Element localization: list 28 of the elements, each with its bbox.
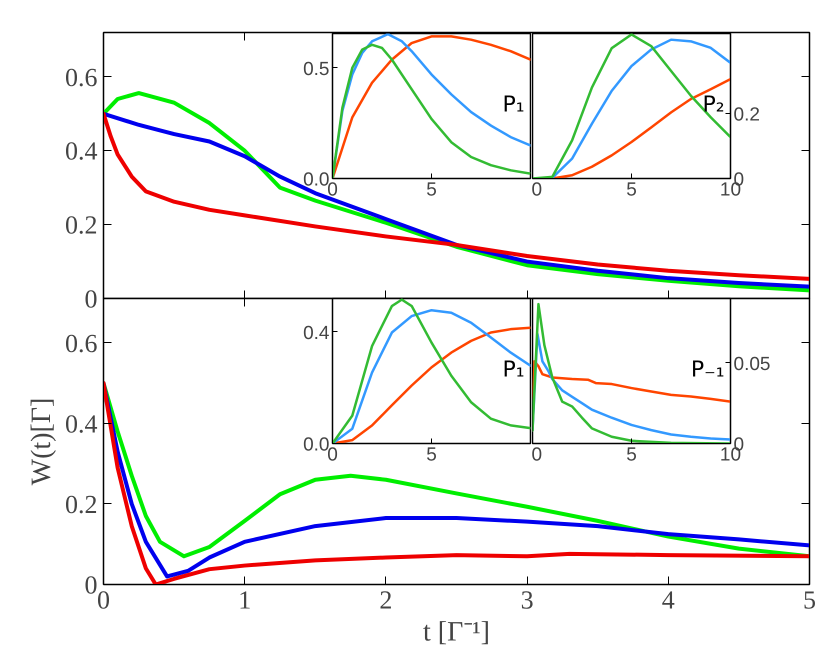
y-tick-label: 0.4 [303, 322, 330, 344]
y-axis-title: W(t)[Γ] [26, 398, 57, 486]
x-tick-label: 5 [426, 180, 437, 200]
x-tick-label: 5 [626, 444, 637, 466]
x-tick-label: 3 [520, 586, 534, 614]
y2-tick-label: 0.05 [734, 354, 770, 375]
y-tick-label: 0.6 [65, 328, 98, 358]
annotation: P₂ [702, 92, 725, 118]
x-axis-title: t [Γ⁻¹] [422, 616, 490, 648]
y-tick-label: 0 [84, 284, 98, 314]
annotation: P₁ [502, 358, 525, 383]
y-tick-label: 0.2 [65, 490, 98, 519]
x-tick-label: 0 [532, 444, 542, 466]
y-tick-label: 0.6 [65, 62, 98, 92]
x-tick-label: 5 [426, 444, 437, 466]
annotation: P₋₁ [690, 358, 725, 383]
x-tick-label: 2 [379, 586, 392, 614]
x-tick-label: 5 [803, 586, 816, 614]
x-tick-label: 5 [626, 180, 637, 200]
y-tick-label: 0.5 [303, 58, 330, 80]
y-tick-label: 0.2 [65, 210, 98, 240]
y2-tick-label: 0.2 [734, 104, 760, 126]
y-tick-label: 0.4 [65, 409, 98, 438]
x-tick-label: 4 [662, 586, 675, 614]
x-tick-label: 0 [532, 180, 542, 200]
annotation: P₁ [502, 92, 525, 118]
y-tick-label: 0.4 [65, 136, 98, 166]
x-tick-label: 1 [238, 586, 252, 614]
